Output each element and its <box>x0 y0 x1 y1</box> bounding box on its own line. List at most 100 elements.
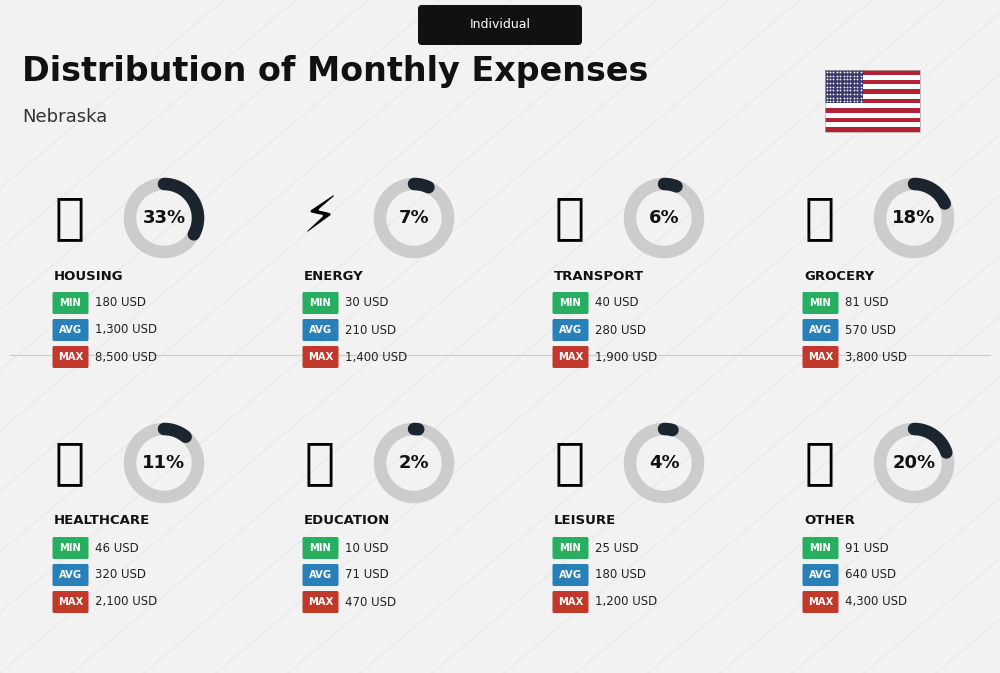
Text: 640 USD: 640 USD <box>845 569 896 581</box>
Text: ENERGY: ENERGY <box>304 269 364 283</box>
Bar <box>825 122 920 127</box>
FancyBboxPatch shape <box>802 564 838 586</box>
Bar <box>825 108 920 113</box>
FancyBboxPatch shape <box>302 537 338 559</box>
FancyBboxPatch shape <box>302 591 338 613</box>
Bar <box>825 70 920 132</box>
Text: LEISURE: LEISURE <box>554 514 616 528</box>
Text: MAX: MAX <box>58 352 83 362</box>
Text: AVG: AVG <box>809 570 832 580</box>
Text: AVG: AVG <box>809 325 832 335</box>
Text: MAX: MAX <box>558 352 583 362</box>
Text: MAX: MAX <box>808 352 833 362</box>
Text: 20%: 20% <box>892 454 936 472</box>
Text: 🛍️: 🛍️ <box>555 439 585 487</box>
Text: 10 USD: 10 USD <box>345 542 389 555</box>
Text: Individual: Individual <box>470 18 530 31</box>
FancyBboxPatch shape <box>302 564 338 586</box>
FancyBboxPatch shape <box>802 537 838 559</box>
Text: 570 USD: 570 USD <box>845 324 896 336</box>
FancyBboxPatch shape <box>302 292 338 314</box>
Text: MIN: MIN <box>810 298 831 308</box>
Text: AVG: AVG <box>309 325 332 335</box>
Text: 8,500 USD: 8,500 USD <box>95 351 157 363</box>
FancyBboxPatch shape <box>418 5 582 45</box>
Text: 320 USD: 320 USD <box>95 569 146 581</box>
Text: 🏢: 🏢 <box>55 194 85 242</box>
FancyBboxPatch shape <box>552 591 589 613</box>
FancyBboxPatch shape <box>802 346 838 368</box>
Text: AVG: AVG <box>59 570 82 580</box>
Text: 2,100 USD: 2,100 USD <box>95 596 157 608</box>
Text: 470 USD: 470 USD <box>345 596 396 608</box>
Bar <box>825 113 920 118</box>
Text: GROCERY: GROCERY <box>804 269 874 283</box>
Text: OTHER: OTHER <box>804 514 855 528</box>
FancyBboxPatch shape <box>552 292 589 314</box>
Text: 🛒: 🛒 <box>805 194 835 242</box>
FancyBboxPatch shape <box>52 346 88 368</box>
Bar <box>825 104 920 108</box>
Text: 1,300 USD: 1,300 USD <box>95 324 157 336</box>
FancyBboxPatch shape <box>52 591 88 613</box>
Text: AVG: AVG <box>59 325 82 335</box>
Text: HOUSING: HOUSING <box>54 269 124 283</box>
Text: 46 USD: 46 USD <box>95 542 139 555</box>
Bar <box>825 94 920 99</box>
FancyBboxPatch shape <box>552 537 589 559</box>
FancyBboxPatch shape <box>552 346 589 368</box>
Text: 1,200 USD: 1,200 USD <box>595 596 657 608</box>
Text: 71 USD: 71 USD <box>345 569 389 581</box>
Text: 180 USD: 180 USD <box>95 297 146 310</box>
Text: 25 USD: 25 USD <box>595 542 639 555</box>
Text: 11%: 11% <box>142 454 186 472</box>
Text: 210 USD: 210 USD <box>345 324 396 336</box>
Text: MAX: MAX <box>308 597 333 607</box>
Text: 💰: 💰 <box>805 439 835 487</box>
Text: MAX: MAX <box>58 597 83 607</box>
Text: MAX: MAX <box>558 597 583 607</box>
Text: 180 USD: 180 USD <box>595 569 646 581</box>
Bar <box>825 99 920 104</box>
Text: MIN: MIN <box>60 543 81 553</box>
Text: MIN: MIN <box>60 298 81 308</box>
Bar <box>825 84 920 89</box>
FancyBboxPatch shape <box>802 591 838 613</box>
Bar <box>825 70 863 104</box>
Text: 91 USD: 91 USD <box>845 542 889 555</box>
Bar <box>825 70 920 75</box>
Text: 🚌: 🚌 <box>555 194 585 242</box>
Text: 18%: 18% <box>892 209 936 227</box>
FancyBboxPatch shape <box>552 564 589 586</box>
Text: Nebraska: Nebraska <box>22 108 107 126</box>
Text: HEALTHCARE: HEALTHCARE <box>54 514 150 528</box>
FancyBboxPatch shape <box>302 319 338 341</box>
FancyBboxPatch shape <box>52 537 88 559</box>
FancyBboxPatch shape <box>52 319 88 341</box>
Text: AVG: AVG <box>559 325 582 335</box>
Bar <box>825 118 920 122</box>
Text: 3,800 USD: 3,800 USD <box>845 351 907 363</box>
Text: AVG: AVG <box>309 570 332 580</box>
FancyBboxPatch shape <box>302 346 338 368</box>
Text: MIN: MIN <box>560 298 581 308</box>
Text: MIN: MIN <box>310 298 331 308</box>
Text: EDUCATION: EDUCATION <box>304 514 390 528</box>
Text: MAX: MAX <box>308 352 333 362</box>
Text: MAX: MAX <box>808 597 833 607</box>
Text: 6%: 6% <box>649 209 679 227</box>
Bar <box>825 127 920 132</box>
Text: AVG: AVG <box>559 570 582 580</box>
Text: TRANSPORT: TRANSPORT <box>554 269 644 283</box>
Text: 7%: 7% <box>399 209 429 227</box>
Text: 🏥: 🏥 <box>55 439 85 487</box>
Text: 2%: 2% <box>399 454 429 472</box>
Text: MIN: MIN <box>810 543 831 553</box>
FancyBboxPatch shape <box>802 292 838 314</box>
Text: 4%: 4% <box>649 454 679 472</box>
FancyBboxPatch shape <box>52 292 88 314</box>
Text: 1,400 USD: 1,400 USD <box>345 351 407 363</box>
Text: ⚡: ⚡ <box>302 194 338 242</box>
FancyBboxPatch shape <box>802 319 838 341</box>
Text: Distribution of Monthly Expenses: Distribution of Monthly Expenses <box>22 55 648 88</box>
